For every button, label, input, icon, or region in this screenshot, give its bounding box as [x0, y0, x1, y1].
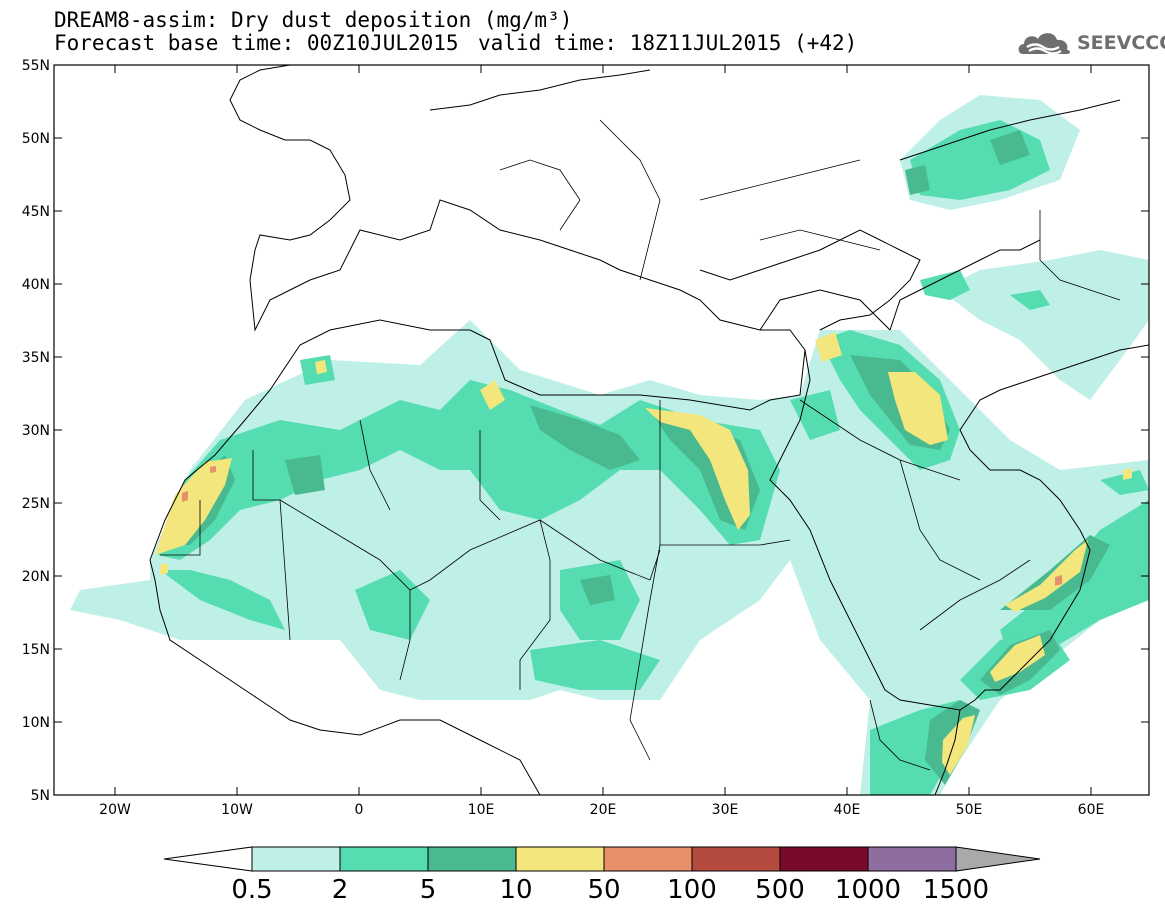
- lat-label: 20N: [22, 569, 50, 585]
- lon-label: 20W: [99, 802, 131, 818]
- dust-field: [70, 65, 1149, 795]
- lon-label: 30E: [712, 802, 739, 818]
- colorbar-label: 1000: [835, 875, 901, 905]
- lat-label: 40N: [22, 277, 50, 293]
- colorbar-swatch: [515, 846, 605, 872]
- lat-label: 25N: [22, 496, 50, 512]
- colorbar-swatch: [779, 846, 869, 872]
- colorbar-swatch: [339, 846, 429, 872]
- colorbar-label: 0.5: [231, 875, 272, 905]
- colorbar-label: 100: [667, 875, 717, 905]
- colorbar-label: 50: [587, 875, 620, 905]
- colorbar-label: 2: [332, 875, 349, 905]
- longitude-labels: 20W 10W 0 10E 20E 30E 40E 50E 60E: [99, 802, 1104, 818]
- contour-level-50: [182, 466, 1062, 586]
- lon-label: 20E: [590, 802, 617, 818]
- colorbar-label: 500: [755, 875, 805, 905]
- colorbar-label: 5: [420, 875, 437, 905]
- lon-label: 60E: [1078, 802, 1105, 818]
- lat-label: 45N: [22, 204, 50, 220]
- lat-label: 5N: [31, 788, 50, 804]
- colorbar-swatch: [603, 846, 693, 872]
- colorbar-swatch: [867, 846, 957, 872]
- lat-label: 30N: [22, 423, 50, 439]
- lat-label: 50N: [22, 131, 50, 147]
- latitude-labels: 55N 50N 45N 40N 35N 30N 25N 20N 15N 10N …: [22, 58, 50, 804]
- logo-text: SEEVCCC: [1077, 32, 1165, 54]
- lon-label: 50E: [956, 802, 983, 818]
- colorbar: [163, 846, 1041, 872]
- lon-label: 0: [355, 802, 364, 818]
- colorbar-label: 1500: [923, 875, 989, 905]
- colorbar-label: 10: [499, 875, 532, 905]
- lat-label: 15N: [22, 642, 50, 658]
- map-title: DREAM8-assim: Dry dust deposition (mg/m³…: [54, 8, 573, 32]
- colorbar-high-arrow: [955, 846, 1041, 872]
- colorbar-swatch: [251, 846, 341, 872]
- forecast-base-time: Forecast base time: 00Z10JUL2015: [54, 31, 459, 55]
- seevccc-logo: SEEVCCC: [1017, 28, 1165, 58]
- country-borders: [160, 119, 1121, 771]
- valid-time: valid time: 18Z11JUL2015 (+42): [478, 31, 858, 55]
- cloud-logo-icon: [1018, 33, 1070, 55]
- lon-label: 10E: [468, 802, 495, 818]
- colorbar-swatch: [691, 846, 781, 872]
- colorbar-swatch: [427, 846, 517, 872]
- axis-ticks: [54, 64, 1149, 795]
- coastlines: [149, 65, 1149, 795]
- contour-level-10: [155, 332, 1132, 775]
- lat-label: 55N: [22, 58, 50, 74]
- lat-label: 10N: [22, 715, 50, 731]
- colorbar-labels: 0.5 2 5 10 50 100 500 1000 1500: [231, 875, 989, 905]
- lon-label: 40E: [834, 802, 861, 818]
- colorbar-low-arrow: [163, 846, 253, 872]
- lat-label: 35N: [22, 350, 50, 366]
- lon-label: 10W: [221, 802, 253, 818]
